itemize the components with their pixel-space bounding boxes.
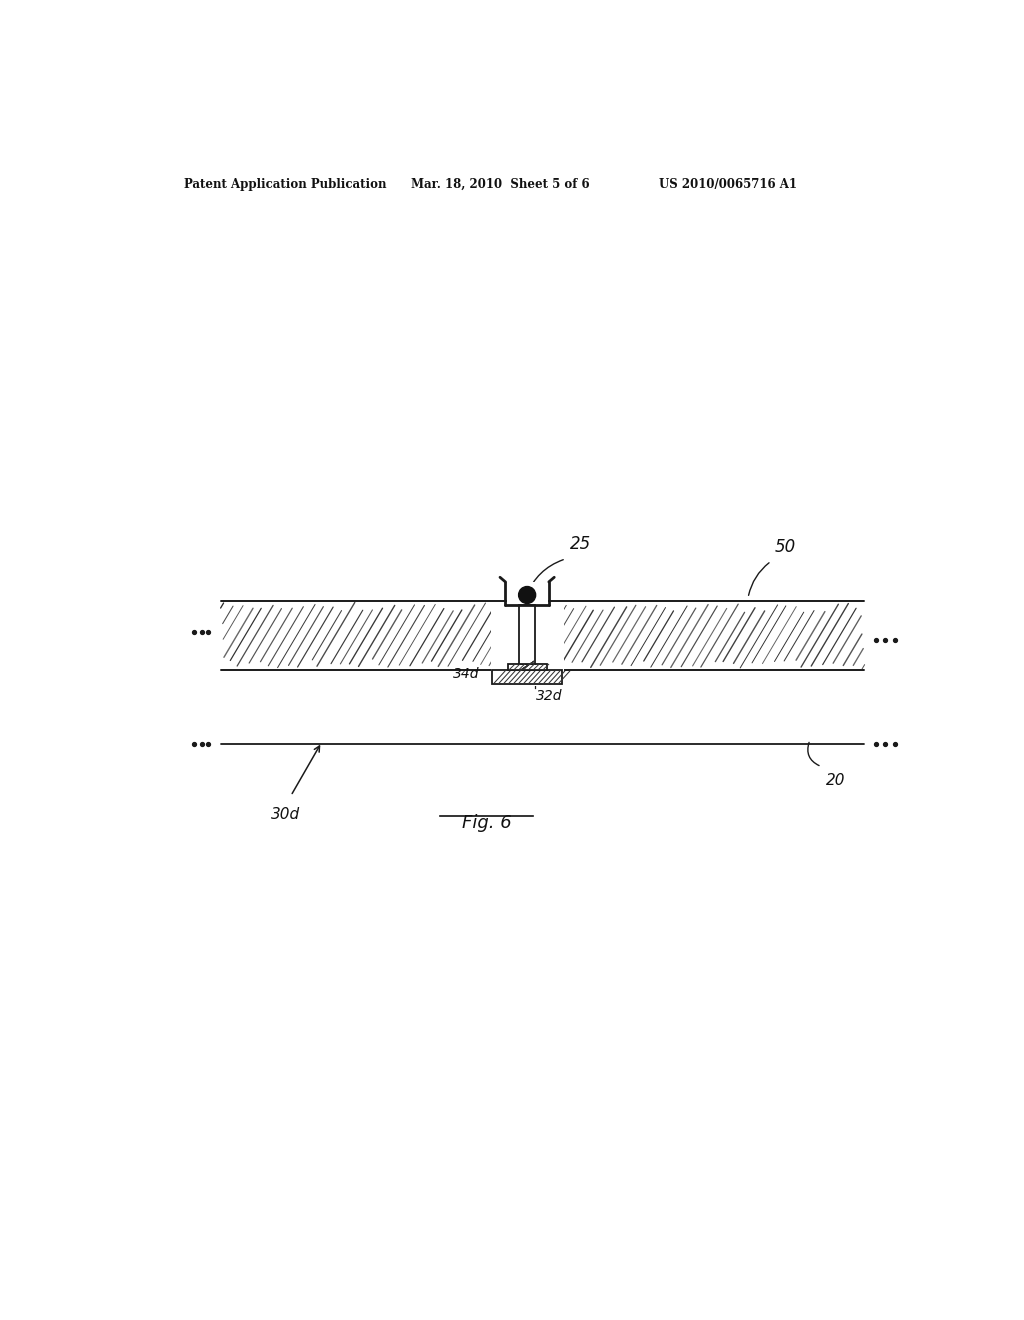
Bar [519,605,535,664]
Text: 50: 50 [775,539,797,557]
Text: US 2010/0065716 A1: US 2010/0065716 A1 [658,178,797,190]
Text: 20: 20 [825,774,845,788]
Text: Patent Application Publication: Patent Application Publication [183,178,386,190]
Text: 32d: 32d [537,689,563,704]
Bar [507,582,548,605]
Text: Fig. 6: Fig. 6 [462,814,512,833]
Text: 25: 25 [569,536,591,553]
Text: Mar. 18, 2010  Sheet 5 of 6: Mar. 18, 2010 Sheet 5 of 6 [411,178,590,190]
Circle shape [518,586,536,603]
Text: 30d: 30d [271,807,300,822]
Text: 34d: 34d [453,668,479,681]
Bar [490,603,563,686]
Bar [493,671,562,684]
Bar [508,664,547,671]
